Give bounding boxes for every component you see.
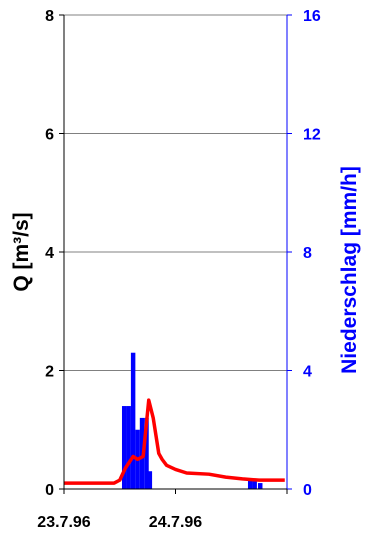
left-axis-title: Q [m³/s] bbox=[10, 212, 33, 291]
discharge-line bbox=[64, 398, 285, 485]
x-tick-label: 23.7.96 bbox=[37, 514, 90, 531]
discharge-series-line bbox=[64, 398, 285, 485]
right-tick-label: 4 bbox=[303, 364, 312, 381]
precipitation-bar bbox=[252, 480, 257, 489]
right-tick-label: 16 bbox=[303, 8, 321, 25]
left-tick-label: 8 bbox=[45, 8, 54, 25]
precipitation-bars bbox=[121, 352, 263, 489]
left-tick-label: 4 bbox=[45, 245, 54, 262]
left-tick-label: 2 bbox=[45, 364, 54, 381]
x-tick-label: 24.7.96 bbox=[149, 514, 202, 531]
precipitation-bar bbox=[126, 406, 131, 489]
left-tick-label: 6 bbox=[45, 127, 54, 144]
right-tick-label: 12 bbox=[303, 127, 321, 144]
right-tick-label: 8 bbox=[303, 245, 312, 262]
precipitation-bar bbox=[130, 352, 136, 489]
precipitation-bar bbox=[258, 483, 263, 489]
precipitation-bar bbox=[247, 480, 253, 489]
grid-lines bbox=[64, 14, 287, 371]
tick-labels: 0 2 4 6 8 0 4 8 12 16 23.7.96 24.7.96 bbox=[37, 8, 321, 531]
axes bbox=[59, 14, 292, 494]
left-tick-label: 0 bbox=[45, 482, 54, 499]
precipitation-bar bbox=[147, 471, 153, 489]
precipitation-bar bbox=[144, 417, 149, 489]
right-tick-label: 0 bbox=[303, 482, 312, 499]
precipitation-bar bbox=[121, 406, 127, 489]
right-axis-title: Niederschlag [mm/h] bbox=[338, 166, 361, 374]
